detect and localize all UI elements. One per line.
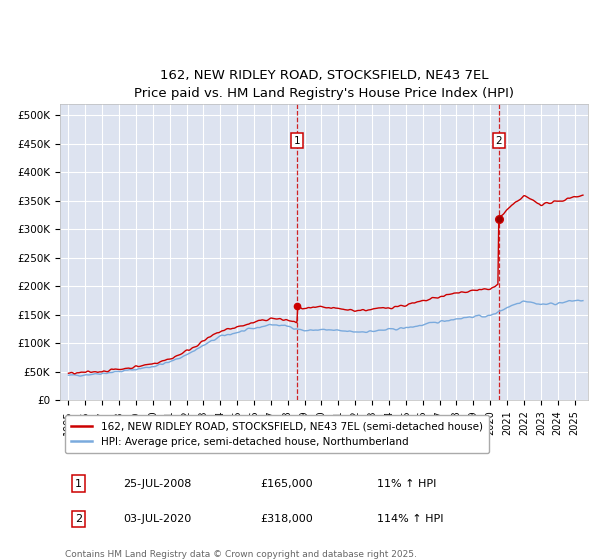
Text: £318,000: £318,000: [260, 514, 313, 524]
Text: 1: 1: [75, 479, 82, 488]
Text: 1: 1: [293, 136, 301, 146]
Legend: 162, NEW RIDLEY ROAD, STOCKSFIELD, NE43 7EL (semi-detached house), HPI: Average : 162, NEW RIDLEY ROAD, STOCKSFIELD, NE43 …: [65, 415, 489, 453]
Text: 03-JUL-2020: 03-JUL-2020: [124, 514, 191, 524]
Text: £165,000: £165,000: [260, 479, 313, 488]
Title: 162, NEW RIDLEY ROAD, STOCKSFIELD, NE43 7EL
Price paid vs. HM Land Registry's Ho: 162, NEW RIDLEY ROAD, STOCKSFIELD, NE43 …: [134, 69, 514, 100]
Text: Contains HM Land Registry data © Crown copyright and database right 2025.
This d: Contains HM Land Registry data © Crown c…: [65, 550, 417, 560]
Text: 2: 2: [75, 514, 82, 524]
Text: 11% ↑ HPI: 11% ↑ HPI: [377, 479, 436, 488]
Text: 2: 2: [495, 136, 502, 146]
Text: 114% ↑ HPI: 114% ↑ HPI: [377, 514, 443, 524]
Text: 25-JUL-2008: 25-JUL-2008: [124, 479, 192, 488]
